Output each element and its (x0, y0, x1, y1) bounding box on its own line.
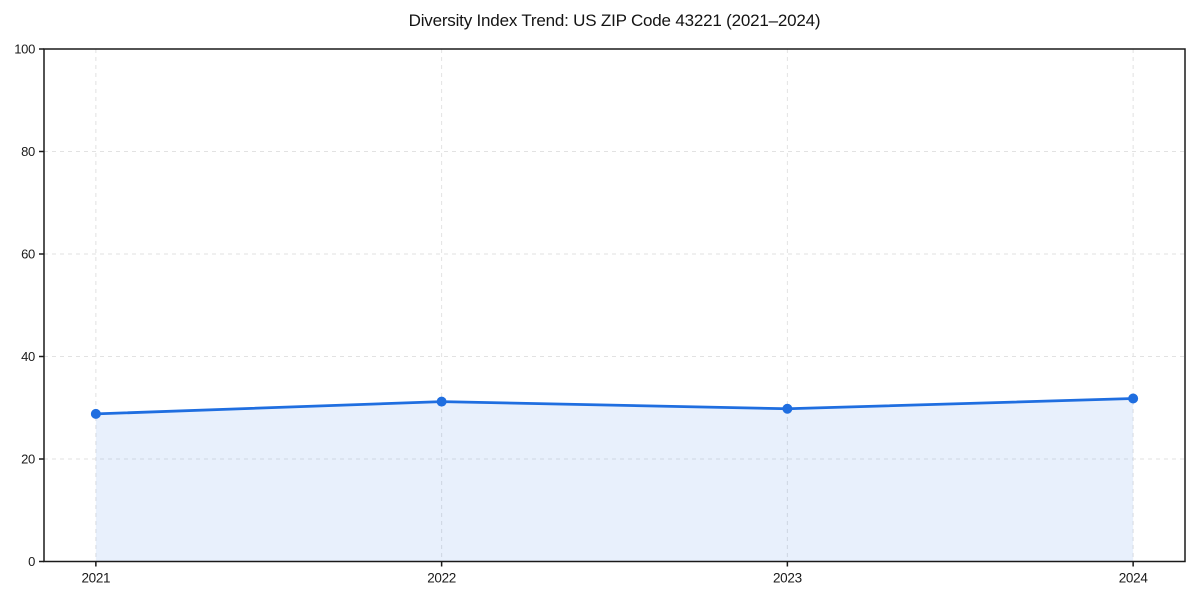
y-tick-label: 40 (21, 349, 35, 364)
data-point-marker (436, 396, 447, 407)
y-tick-label: 60 (21, 247, 35, 262)
y-tick-label: 20 (21, 452, 35, 467)
data-point-marker (782, 403, 793, 414)
x-tick-label: 2023 (773, 571, 802, 586)
x-tick-label: 2022 (427, 571, 456, 586)
data-point-marker (1128, 393, 1139, 404)
chart-title: Diversity Index Trend: US ZIP Code 43221… (408, 11, 821, 30)
x-tick-label: 2021 (81, 571, 110, 586)
y-tick-label: 80 (21, 144, 35, 159)
y-tick-label: 0 (28, 554, 35, 569)
trend-line (94, 397, 1135, 416)
x-tick-label: 2024 (1119, 571, 1149, 586)
plot-border (43, 48, 1186, 563)
area-fill (95, 398, 1134, 562)
y-tick-label: 100 (14, 42, 35, 57)
data-point-marker (90, 408, 101, 419)
